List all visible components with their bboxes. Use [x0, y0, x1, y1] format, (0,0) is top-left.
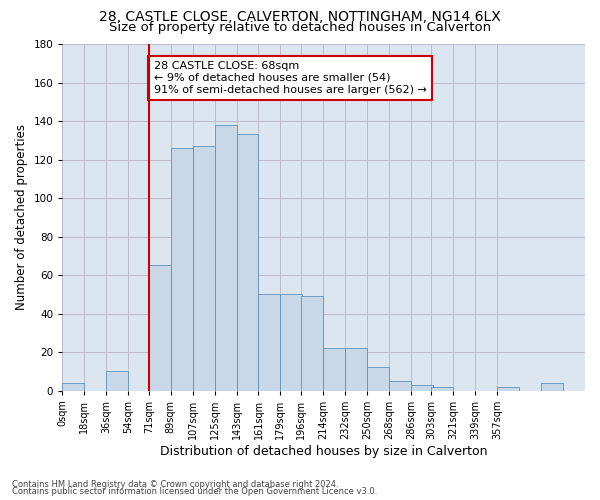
Text: 28, CASTLE CLOSE, CALVERTON, NOTTINGHAM, NG14 6LX: 28, CASTLE CLOSE, CALVERTON, NOTTINGHAM,… [99, 10, 501, 24]
Bar [497, 386, 519, 390]
Bar [389, 381, 411, 390]
Bar [280, 294, 302, 390]
Bar [431, 386, 454, 390]
Bar [215, 125, 236, 390]
Bar [541, 383, 563, 390]
Bar [301, 296, 323, 390]
Text: Size of property relative to detached houses in Calverton: Size of property relative to detached ho… [109, 21, 491, 34]
Bar [323, 348, 345, 391]
Y-axis label: Number of detached properties: Number of detached properties [15, 124, 28, 310]
Text: Contains public sector information licensed under the Open Government Licence v3: Contains public sector information licen… [12, 488, 377, 496]
Text: 28 CASTLE CLOSE: 68sqm
← 9% of detached houses are smaller (54)
91% of semi-deta: 28 CASTLE CLOSE: 68sqm ← 9% of detached … [154, 62, 427, 94]
Bar [345, 348, 367, 391]
Bar [367, 368, 389, 390]
Bar [106, 372, 128, 390]
X-axis label: Distribution of detached houses by size in Calverton: Distribution of detached houses by size … [160, 444, 487, 458]
Bar [171, 148, 193, 390]
Bar [62, 383, 84, 390]
Bar [259, 294, 280, 390]
Bar [236, 134, 259, 390]
Bar [411, 385, 433, 390]
Text: Contains HM Land Registry data © Crown copyright and database right 2024.: Contains HM Land Registry data © Crown c… [12, 480, 338, 489]
Bar [149, 266, 171, 390]
Bar [193, 146, 215, 390]
